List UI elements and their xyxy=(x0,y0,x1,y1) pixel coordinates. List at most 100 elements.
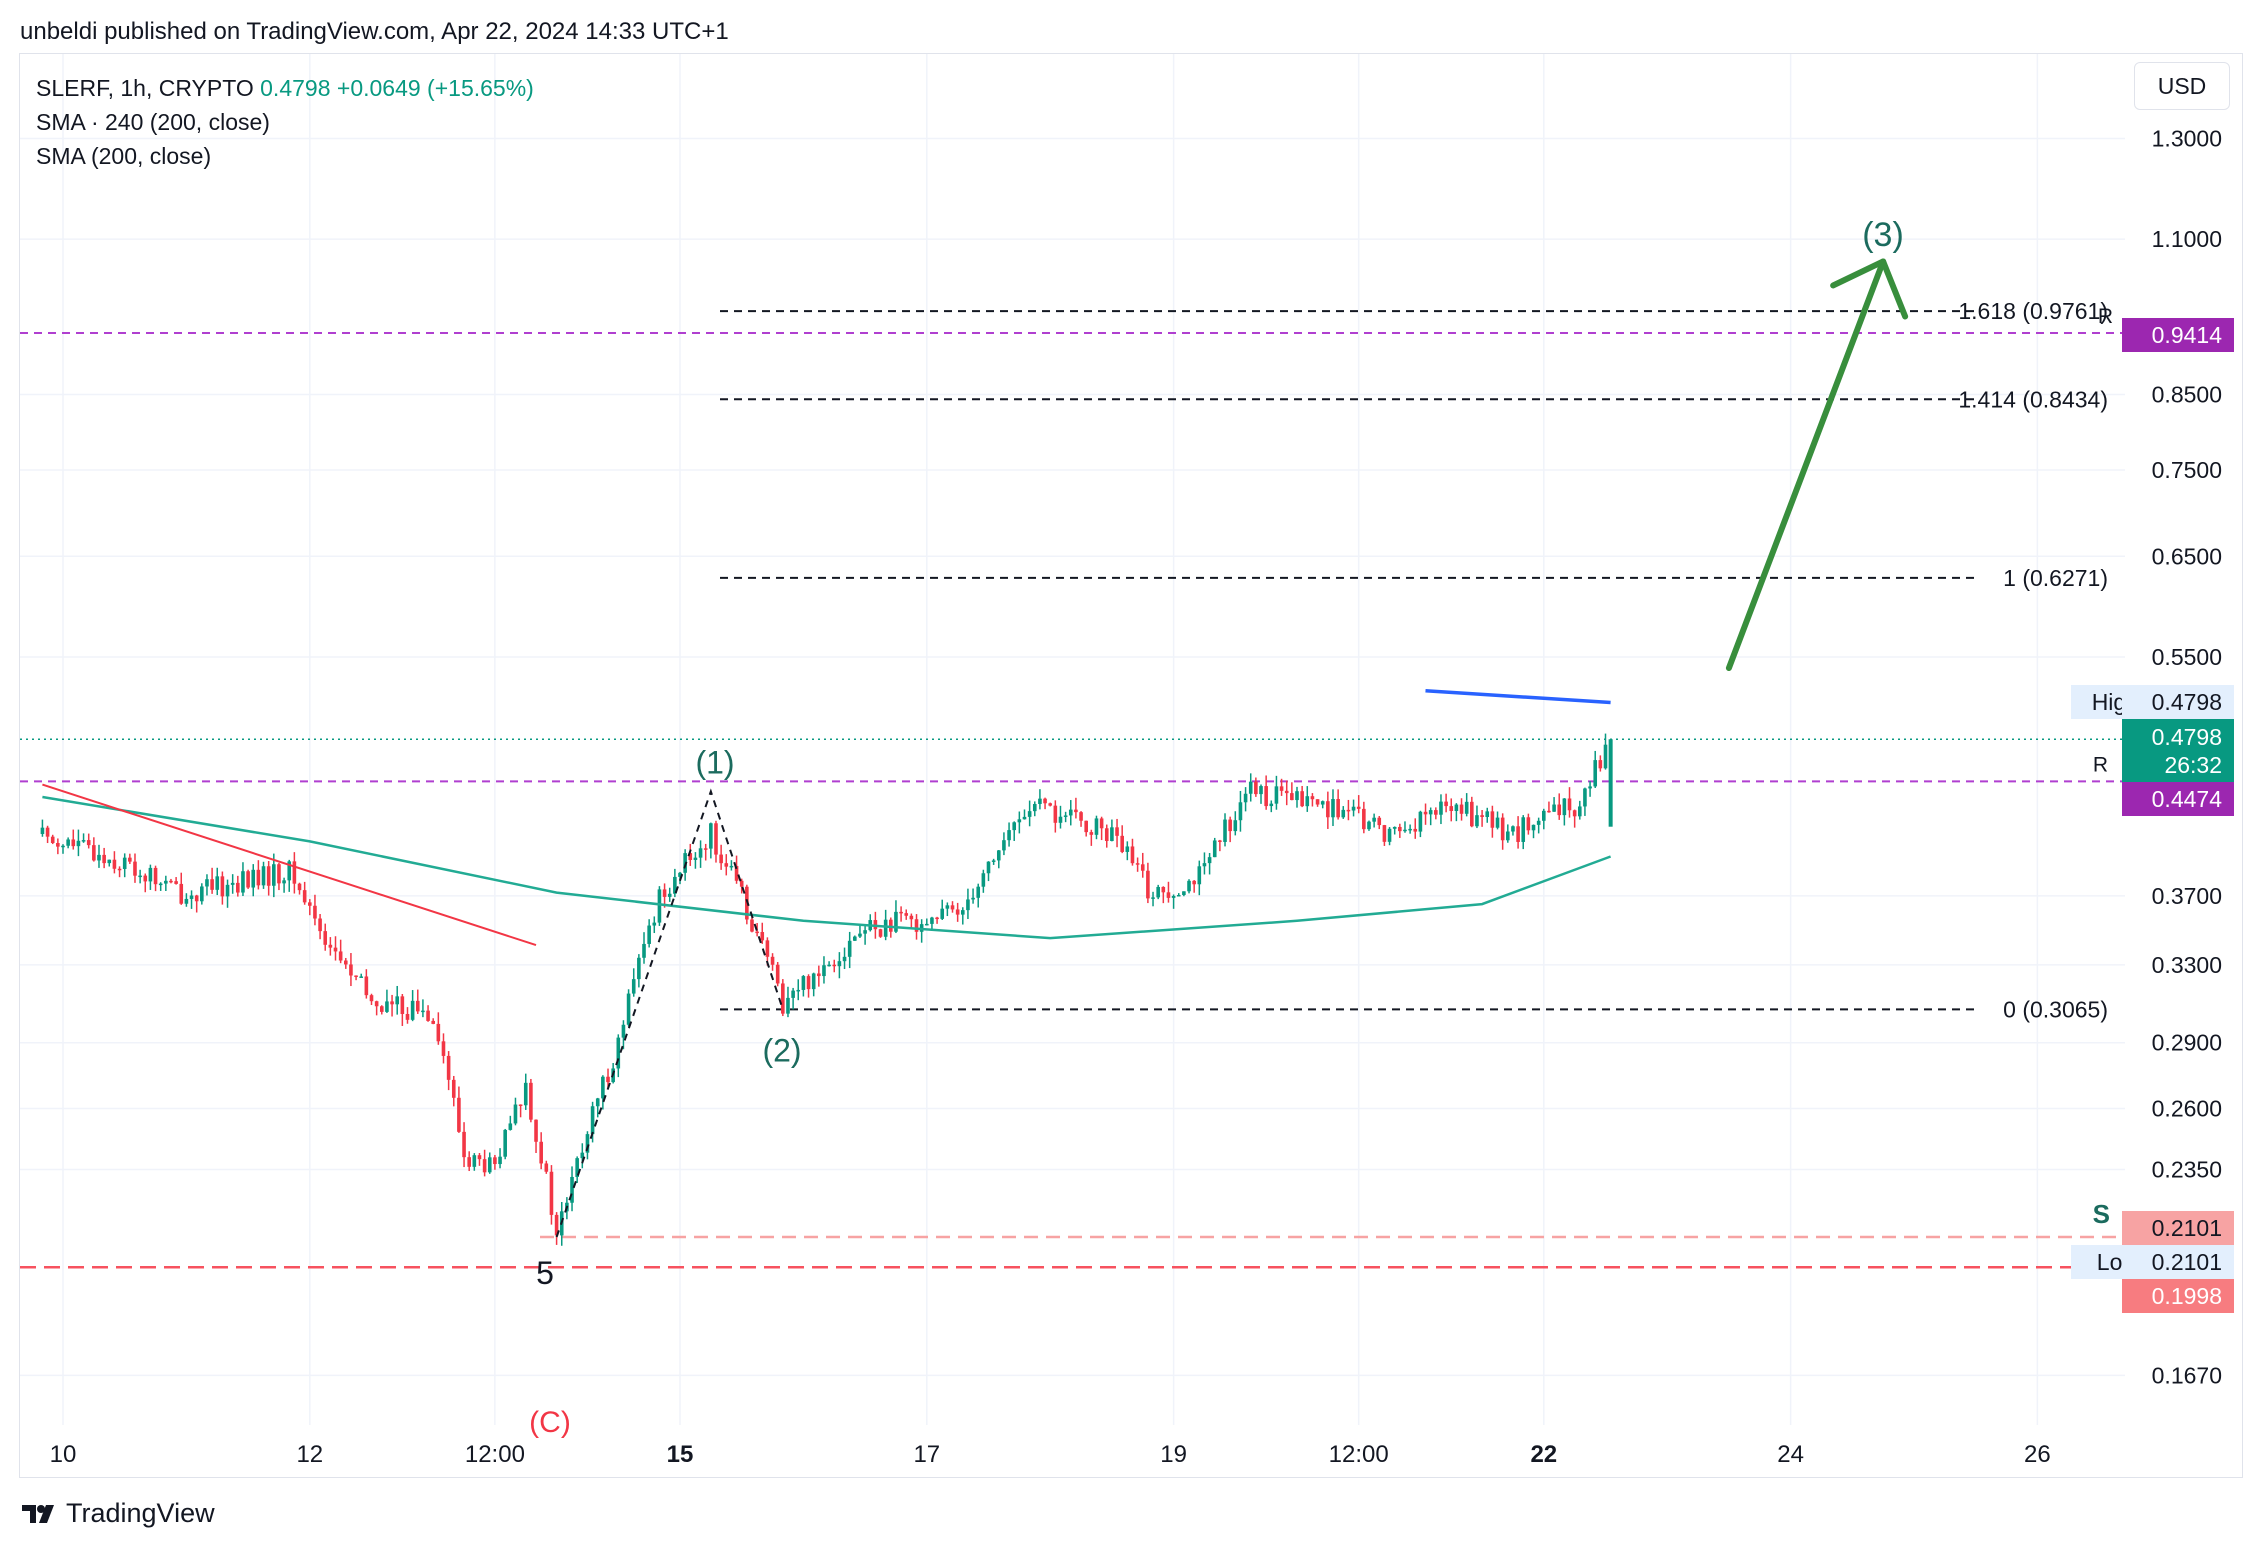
bar-countdown: 26:32 xyxy=(2164,752,2222,778)
candle-body xyxy=(796,989,801,992)
candle-body xyxy=(549,1171,554,1215)
candle-body xyxy=(991,860,996,862)
candle-body xyxy=(50,836,55,844)
candle-body xyxy=(122,857,127,869)
candle-body xyxy=(1094,818,1099,835)
candle-body xyxy=(1079,812,1083,821)
candle-body xyxy=(781,983,785,1014)
candle-body xyxy=(1192,880,1196,885)
candle-body xyxy=(1603,744,1608,769)
candle-body xyxy=(755,931,759,934)
candle-body xyxy=(1593,760,1598,787)
candle-body xyxy=(1058,816,1063,823)
candle-body xyxy=(878,929,883,937)
s-marker-label: S xyxy=(2093,1199,2110,1229)
price-axis[interactable]: 1.3000 1.1000 0.8500 0.7500 0.6500 0.5500 0.37… xyxy=(2152,125,2222,1388)
candle-body xyxy=(775,964,780,984)
candle-body xyxy=(739,880,744,887)
candle-body xyxy=(1187,880,1191,892)
candle-body xyxy=(1485,811,1490,818)
candle-body xyxy=(508,1123,513,1130)
candle-body xyxy=(529,1082,533,1120)
candle-body xyxy=(45,827,50,837)
candle-body xyxy=(210,879,214,890)
candle-body xyxy=(575,1158,579,1177)
candle-body xyxy=(1274,786,1279,804)
candle-body xyxy=(405,1014,410,1020)
candle-body xyxy=(801,976,806,990)
candle-body xyxy=(621,1024,626,1038)
candle-body xyxy=(446,1055,451,1080)
candle-body xyxy=(477,1155,482,1160)
candlestick-series xyxy=(40,733,1613,1246)
time-tick-label: 26 xyxy=(2024,1441,2051,1468)
candle-body xyxy=(1310,796,1315,800)
time-tick-label: 15 xyxy=(667,1441,694,1468)
wave-2-label: (2) xyxy=(762,1032,801,1068)
sma-240-legend[interactable]: SMA · 240 (200, close) xyxy=(36,109,270,135)
tradingview-logo[interactable]: TradingView xyxy=(22,1498,215,1529)
candle-body xyxy=(945,905,950,909)
wave-c-label: (C) xyxy=(529,1406,571,1439)
candle-body xyxy=(1475,815,1479,827)
candle-body xyxy=(415,1000,420,1012)
candle-body xyxy=(426,1010,430,1021)
time-tick-label: 17 xyxy=(913,1441,940,1468)
candle-body xyxy=(1346,809,1351,812)
candle-body xyxy=(369,995,374,1002)
symbol-legend[interactable]: SLERF, 1h, CRYPTO 0.4798 +0.0649 (+15.65… xyxy=(36,75,534,102)
candle-body xyxy=(395,996,400,1005)
candle-body xyxy=(1588,786,1592,789)
candle-body xyxy=(1171,895,1176,898)
currency-button[interactable]: USD xyxy=(2134,62,2230,110)
candle-body xyxy=(637,957,641,980)
candle-body xyxy=(1418,811,1423,832)
candle-body xyxy=(832,964,837,967)
candle-body xyxy=(1439,801,1443,815)
candle-body xyxy=(863,930,867,934)
last-price-value: 0.4798 xyxy=(260,75,331,101)
candle-body xyxy=(842,956,847,962)
candle-body xyxy=(1598,760,1603,769)
candle-body xyxy=(97,854,101,861)
candle-body xyxy=(148,867,153,882)
candle-body xyxy=(647,925,651,944)
candle-body xyxy=(56,843,60,847)
candle-body xyxy=(1269,803,1274,807)
candle-body xyxy=(1290,793,1294,801)
candle-body xyxy=(590,1106,595,1135)
candle-body xyxy=(1243,793,1248,803)
candle-body xyxy=(1038,798,1042,804)
sma-200-legend[interactable]: SMA (200, close) xyxy=(36,143,212,169)
candle-body xyxy=(1547,810,1551,813)
candle-body xyxy=(1279,786,1284,791)
candle-body xyxy=(534,1119,538,1142)
candle-body xyxy=(349,964,353,976)
horizontal-grid xyxy=(20,137,2125,1377)
price-tick-label: 0.3300 xyxy=(2152,952,2222,978)
candle-body xyxy=(1068,809,1073,816)
candle-body xyxy=(390,1001,394,1005)
candle-body xyxy=(1284,790,1289,794)
candle-body xyxy=(318,918,322,932)
candle-body xyxy=(462,1131,466,1158)
candle-body xyxy=(451,1079,456,1098)
candle-body xyxy=(1254,781,1258,795)
candle-body xyxy=(1022,816,1027,820)
candle-body xyxy=(1428,810,1433,815)
candle-body xyxy=(1331,799,1335,818)
candle-body xyxy=(981,873,986,887)
candle-body xyxy=(1063,815,1068,817)
candle-body xyxy=(1454,804,1459,812)
candle-body xyxy=(1233,820,1238,832)
candle-body xyxy=(385,1001,389,1012)
candle-body xyxy=(698,848,703,858)
candle-body xyxy=(750,919,754,932)
vertical-grid xyxy=(62,54,2039,1425)
price-tick-label: 0.3700 xyxy=(2152,883,2222,909)
time-axis[interactable]: 10 12 12:00 15 17 19 12:00 22 24 26 xyxy=(50,1441,2051,1468)
candle-body xyxy=(760,932,765,941)
time-tick-label: 12:00 xyxy=(1329,1441,1389,1468)
candle-body xyxy=(153,867,158,885)
